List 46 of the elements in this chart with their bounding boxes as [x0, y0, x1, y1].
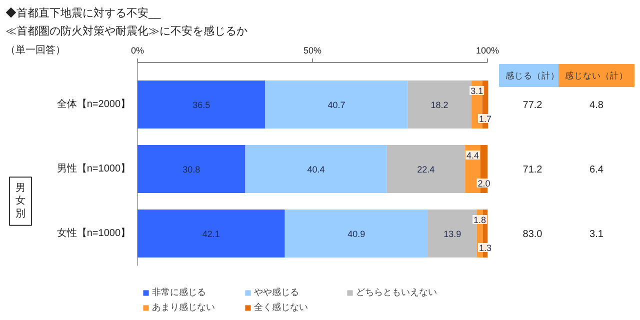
y-tick-label: 男性【n=1000】	[56, 162, 131, 174]
text: 71.2	[522, 164, 543, 176]
text: 感じない（計）	[565, 70, 628, 80]
data-label: 1.3	[478, 243, 492, 253]
legend-label: 全く感じない	[254, 301, 309, 314]
legend-label: やや感じる	[254, 286, 300, 299]
text: 男女別	[16, 183, 26, 220]
text: 3.1	[590, 229, 604, 240]
text: 感じる（計）	[506, 70, 560, 80]
text: 77.2	[522, 100, 543, 111]
text: （単一回答）	[6, 44, 66, 56]
data-label: 4.4	[466, 150, 480, 160]
data-label: 3.1	[470, 86, 484, 96]
legend-label: 非常に感じる	[152, 286, 207, 299]
bar	[284, 210, 428, 258]
bar	[138, 80, 266, 128]
data-label: 18.2	[430, 100, 448, 110]
y-tick-label: 女性【n=1000】	[56, 227, 131, 239]
data-label: 40.9	[348, 229, 366, 239]
legend-label: あまり感じない	[152, 301, 216, 314]
text: 83.0	[522, 229, 543, 240]
text: 4.8	[590, 100, 604, 111]
y-tick-label: 全体【n=2000】	[56, 98, 131, 110]
data-label: 2.0	[478, 178, 490, 188]
data-label: 22.4	[417, 164, 435, 174]
data-label: 42.1	[202, 229, 220, 239]
data-label: 13.9	[444, 229, 462, 239]
bar	[386, 145, 466, 193]
bar	[408, 80, 472, 128]
bar	[265, 80, 408, 128]
data-label: 1.7	[478, 114, 492, 124]
data-label: 36.5	[192, 100, 210, 110]
data-label: 40.7	[328, 100, 346, 110]
chart-subtitle: ≪首都圏の防火対策や耐震化≫に不安を感じるか	[6, 24, 248, 38]
x-tick-label: 0%	[130, 46, 144, 56]
data-label: 1.8	[474, 215, 486, 225]
text: 6.4	[590, 164, 604, 176]
bar	[138, 210, 285, 258]
chart-title: ◆首都直下地震に対する不安__	[6, 6, 162, 20]
bar	[245, 145, 387, 193]
x-tick-label: 50%	[303, 46, 322, 56]
data-label: 40.4	[307, 164, 325, 174]
bar	[138, 145, 246, 193]
x-tick-label: 100%	[476, 46, 500, 56]
data-label: 30.8	[182, 164, 200, 174]
legend-label: どちらともいえない	[356, 286, 438, 299]
